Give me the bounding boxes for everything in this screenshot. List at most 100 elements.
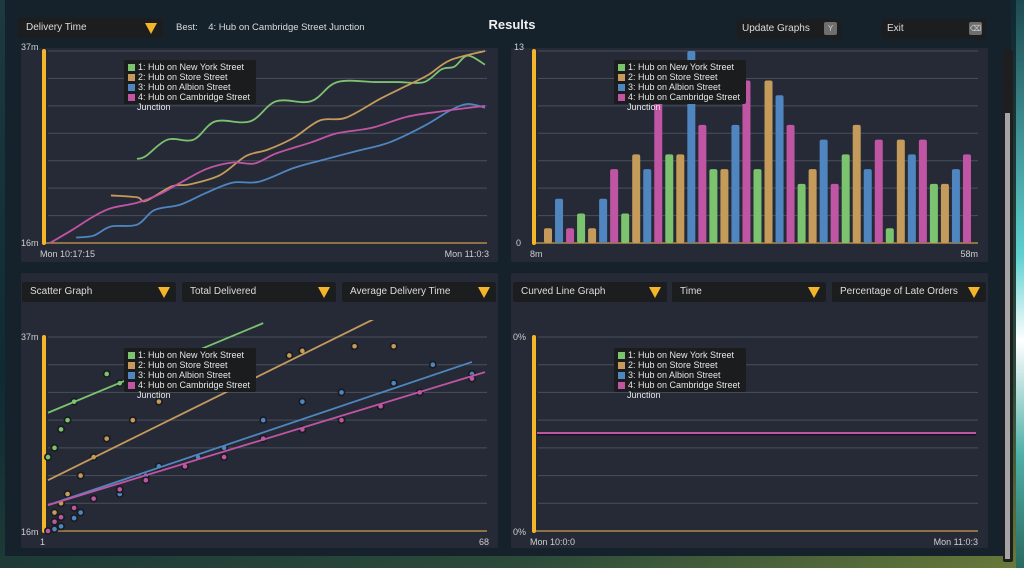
- scatter-point-hub3: [300, 399, 305, 404]
- legend-swatch: [128, 93, 135, 101]
- scatter-point-hub4: [143, 477, 149, 483]
- chevron-down-icon: [649, 287, 661, 298]
- x-end-label: Mon 11:0:3: [445, 249, 489, 259]
- update-graphs-button[interactable]: Update Graphs Y: [737, 19, 841, 39]
- x-start-label: 8m: [530, 249, 543, 259]
- key-y-icon: Y: [824, 22, 837, 35]
- bar-hub3: [731, 124, 740, 243]
- bar-hub2: [940, 183, 949, 243]
- scatter-point-hub2: [352, 343, 357, 349]
- x-axis-dropdown-right[interactable]: Time: [672, 282, 826, 302]
- legend-item-continuation: Junction: [627, 390, 661, 400]
- legend-item: 3: Hub on Albion Street: [138, 82, 231, 92]
- chevron-down-icon: [968, 287, 980, 298]
- legend-swatch: [128, 381, 135, 389]
- best-label: Best:: [176, 22, 198, 33]
- scatter-point-hub3: [58, 524, 64, 529]
- exit-label: Exit: [887, 23, 904, 34]
- scatter-point-hub1: [65, 417, 70, 423]
- bar-hub2: [764, 80, 773, 244]
- graph-type-label: Curved Line Graph: [521, 286, 606, 297]
- bar-hub1: [797, 183, 806, 243]
- bar-hub3: [599, 198, 608, 243]
- bar-hub1: [577, 213, 586, 243]
- x-end-label: 58m: [960, 249, 978, 259]
- scatter-point-hub4: [45, 528, 51, 534]
- legend-swatch: [128, 371, 135, 379]
- metric-dropdown[interactable]: Delivery Time: [18, 18, 163, 38]
- legend-swatch: [618, 63, 625, 71]
- graph-type-dropdown-right[interactable]: Curved Line Graph: [513, 282, 667, 302]
- legend-swatch: [618, 351, 625, 359]
- scatter-point-hub2: [300, 348, 305, 354]
- scatter-point-hub2: [65, 491, 70, 497]
- bar-hub3: [775, 95, 784, 243]
- bar-hub3: [643, 169, 652, 243]
- bar-hub4: [918, 139, 927, 243]
- scrollbar[interactable]: [1003, 50, 1013, 562]
- x-end-label: Mon 11:0:3: [934, 537, 978, 547]
- scrollbar-thumb[interactable]: [1005, 113, 1010, 559]
- chevron-down-icon: [318, 287, 330, 298]
- legend-item: 3: Hub on Albion Street: [628, 370, 721, 380]
- chart-legend: 1: Hub on New York Street 2: Hub on Stor…: [124, 348, 257, 400]
- chart-legend: 1: Hub on New York Street 2: Hub on Stor…: [124, 60, 257, 112]
- y-bottom-label: 16m: [21, 238, 39, 248]
- bar-hub2: [852, 124, 861, 243]
- legend-swatch: [128, 63, 135, 71]
- bar-hub2: [588, 228, 597, 243]
- legend-swatch: [618, 73, 625, 81]
- chevron-down-icon: [808, 287, 820, 298]
- bar-hub3: [863, 169, 872, 243]
- scatter-chart: [42, 320, 487, 535]
- bar-hub2: [808, 169, 817, 243]
- scatter-point-hub4: [91, 496, 96, 501]
- y-axis-dropdown[interactable]: Average Delivery Time: [342, 282, 496, 302]
- legend-item-continuation: Junction: [137, 390, 171, 400]
- late-orders-line-chart: [532, 335, 978, 533]
- graph-type-dropdown[interactable]: Scatter Graph: [22, 282, 176, 302]
- legend-item: 1: Hub on New York Street: [138, 62, 245, 72]
- chevron-down-icon: [158, 287, 170, 298]
- legend-item: 1: Hub on New York Street: [138, 350, 245, 360]
- scatter-point-hub2: [391, 343, 396, 349]
- legend-item: 2: Hub on Store Street: [138, 72, 228, 82]
- scatter-point-hub1: [104, 371, 110, 377]
- scatter-point-hub2: [130, 417, 136, 423]
- legend-swatch: [128, 83, 135, 91]
- scatter-point-hub4: [58, 514, 64, 520]
- legend-item: 2: Hub on Store Street: [628, 360, 718, 370]
- exit-button[interactable]: Exit ⌫: [882, 19, 986, 39]
- background-scenery: [1016, 0, 1024, 568]
- scatter-point-hub4: [117, 487, 123, 492]
- bar-hub2: [544, 228, 552, 243]
- scatter-point-hub3: [260, 417, 266, 423]
- x-axis-dropdown[interactable]: Total Delivered: [182, 282, 336, 302]
- update-graphs-label: Update Graphs: [742, 23, 810, 34]
- bar-hub1: [929, 183, 938, 243]
- y-top-label: 0%: [513, 332, 526, 342]
- scatter-point-hub2: [104, 436, 110, 441]
- scatter-point-hub4: [182, 464, 188, 469]
- x-axis-label: Time: [680, 286, 702, 297]
- bar-hub1: [885, 228, 894, 243]
- backspace-key-icon: ⌫: [969, 22, 982, 35]
- y-axis-dropdown-right[interactable]: Percentage of Late Orders: [832, 282, 986, 302]
- x-start-label: Mon 10:17:15: [40, 249, 95, 259]
- scatter-point-hub3: [391, 380, 396, 386]
- bar-hub4: [742, 80, 751, 244]
- x-axis-label: Total Delivered: [190, 286, 257, 297]
- chart-legend: 1: Hub on New York Street 2: Hub on Stor…: [614, 348, 747, 400]
- series-line-hub4: [49, 104, 486, 244]
- legend-item: 4: Hub on Cambridge Street: [628, 92, 741, 102]
- scatter-point-hub4: [469, 376, 475, 381]
- bar-hub2: [676, 154, 685, 243]
- scatter-point-hub2: [78, 473, 83, 478]
- y-axis-label: Percentage of Late Orders: [840, 286, 958, 297]
- legend-swatch: [618, 83, 625, 91]
- legend-item: 4: Hub on Cambridge Street: [628, 380, 741, 390]
- best-hub: Best: 4: Hub on Cambridge Street Junctio…: [176, 22, 365, 33]
- legend-item: 2: Hub on Store Street: [138, 360, 228, 370]
- legend-swatch: [618, 93, 625, 101]
